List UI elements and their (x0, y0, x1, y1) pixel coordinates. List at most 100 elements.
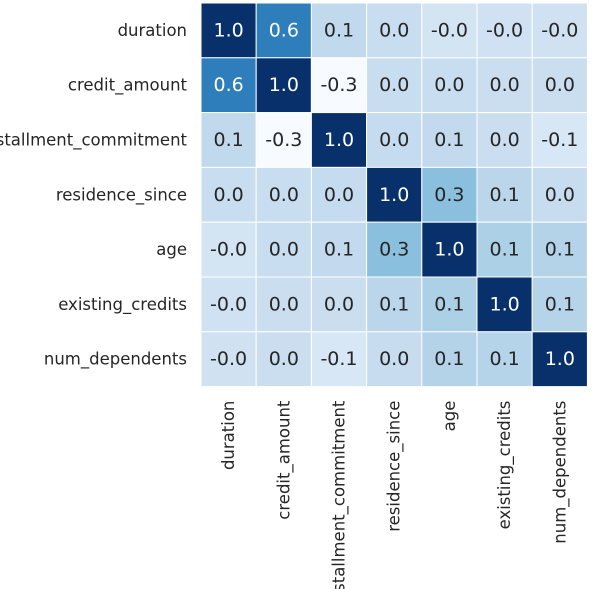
cell-value-label: 0.1 (324, 19, 354, 41)
heatmap-cell-3-3 (366, 166, 423, 223)
heatmap-cell-2-1 (255, 112, 312, 168)
cell-value-label: 0.0 (379, 74, 409, 96)
x-tick-label: duration (219, 401, 238, 470)
cell-value-label: 0.6 (213, 74, 243, 96)
cell-value-label: 0.0 (324, 293, 354, 315)
cell-value-label: 0.1 (545, 293, 575, 315)
cell-value-label: 0.6 (269, 19, 299, 41)
heatmap-cell-1-6 (531, 57, 588, 114)
cell-value-label: -0.1 (320, 348, 357, 370)
heatmap-cell-5-3 (366, 276, 423, 333)
cell-value-label: -0.0 (210, 293, 247, 315)
y-tick-label: credit_amount (68, 76, 188, 96)
y-tick-label: installment_commitment (0, 131, 188, 151)
heatmap-cell-5-1 (255, 276, 312, 333)
heatmap-cell-6-3 (366, 331, 423, 388)
cell-value-label: 1.0 (489, 293, 519, 315)
heatmap-cell-0-2 (310, 2, 368, 59)
heatmap-cell-3-1 (255, 166, 312, 223)
cell-value-label: -0.0 (541, 19, 578, 41)
cell-value-label: 0.1 (434, 348, 464, 370)
cell-value-label: 0.0 (489, 74, 519, 96)
cell-value-label: 0.3 (434, 184, 464, 206)
cell-value-label: 0.1 (434, 293, 464, 315)
x-tick-label: age (440, 401, 459, 432)
heatmap-cell-0-1 (255, 2, 312, 59)
cell-value-label: -0.0 (210, 239, 247, 261)
cell-value-label: 0.0 (269, 348, 299, 370)
cell-value-label: 0.0 (324, 184, 354, 206)
cell-value-label: -0.0 (431, 19, 468, 41)
cell-value-label: 1.0 (545, 348, 575, 370)
x-tick-label: residence_since (385, 401, 405, 532)
cell-value-label: 1.0 (324, 129, 354, 151)
heatmap-cell-0-5 (476, 2, 533, 59)
cell-value-label: -0.1 (541, 129, 578, 151)
heatmap-cell-4-2 (310, 221, 368, 278)
cell-value-label: 0.0 (269, 239, 299, 261)
heatmap-cell-2-5 (476, 112, 533, 168)
heatmap-cell-4-0 (200, 221, 257, 278)
cell-value-label: 0.0 (269, 293, 299, 315)
x-axis-tick-labels: duration credit_amount installment_commitm… (219, 400, 570, 589)
cell-value-label: 1.0 (213, 19, 243, 41)
cell-value-label: 0.0 (379, 19, 409, 41)
heatmap-cell-6-2 (310, 331, 368, 388)
y-tick-label: num_dependents (44, 350, 187, 370)
cell-value-label: 0.0 (379, 129, 409, 151)
heatmap-cell-5-6 (531, 276, 588, 333)
heatmap-cell-6-4 (421, 331, 478, 388)
heatmap-cell-5-4 (421, 276, 478, 333)
cell-value-label: 0.0 (545, 184, 575, 206)
x-tick-label: credit_amount (274, 400, 294, 520)
heatmap-cell-2-2 (310, 112, 368, 168)
cell-value-label: 0.1 (489, 239, 519, 261)
y-tick-label: existing_credits (58, 295, 187, 315)
cell-value-label: 0.0 (434, 74, 464, 96)
cell-value-label: 1.0 (269, 74, 299, 96)
cell-value-label: -0.3 (265, 129, 302, 151)
heatmap-cell-3-0 (200, 166, 257, 223)
heatmap-cell-1-2 (310, 57, 368, 114)
cell-value-label: -0.3 (320, 74, 357, 96)
cell-value-label: 0.1 (379, 293, 409, 315)
cell-value-label: 0.1 (213, 129, 243, 151)
heatmap-cell-1-4 (421, 57, 478, 114)
heatmap-cell-5-0 (200, 276, 257, 333)
heatmap-cell-2-4 (421, 112, 478, 168)
heatmap-cell-6-0 (200, 331, 257, 388)
heatmap-cell-6-6 (531, 331, 588, 388)
heatmap-cell-0-0 (200, 2, 257, 59)
heatmap-cell-3-6 (531, 166, 588, 223)
cell-value-label: 0.3 (379, 239, 409, 261)
cell-value-label: 1.0 (434, 239, 464, 261)
cell-value-label: 0.0 (379, 348, 409, 370)
heatmap-cell-labels: 1.0 0.6 0.1 0.0 -0.0 -0.0 -0.0 0.6 1.0 -0.3 0.0 0.0… (210, 19, 578, 370)
cell-value-label: 0.1 (489, 348, 519, 370)
cell-value-label: -0.0 (210, 348, 247, 370)
y-tick-label: residence_since (56, 185, 187, 205)
heatmap-cell-6-5 (476, 331, 533, 388)
cell-value-label: 0.1 (434, 129, 464, 151)
cell-value-label: 0.1 (545, 239, 575, 261)
cell-value-label: 0.0 (545, 74, 575, 96)
y-axis-tick-labels: duration credit_amount installment_commitm… (0, 21, 188, 370)
cell-value-label: 0.1 (324, 239, 354, 261)
heatmap-cells (200, 2, 588, 388)
y-tick-label: age (156, 240, 187, 259)
y-tick-label: duration (118, 21, 187, 40)
cell-value-label: 0.1 (489, 184, 519, 206)
cell-value-label: 1.0 (379, 184, 409, 206)
heatmap-cell-3-5 (476, 166, 533, 223)
cell-value-label: 0.0 (213, 184, 243, 206)
cell-value-label: -0.0 (486, 19, 523, 41)
x-tick-label: num_dependents (550, 401, 570, 544)
cell-value-label: 0.0 (489, 129, 519, 151)
heatmap-cell-2-6 (531, 112, 588, 168)
x-tick-label: installment_commitment (330, 400, 350, 589)
heatmap-cell-1-0 (200, 57, 257, 114)
x-tick-label: existing_credits (495, 401, 515, 530)
cell-value-label: 0.0 (269, 184, 299, 206)
heatmap-cell-2-3 (366, 112, 423, 168)
